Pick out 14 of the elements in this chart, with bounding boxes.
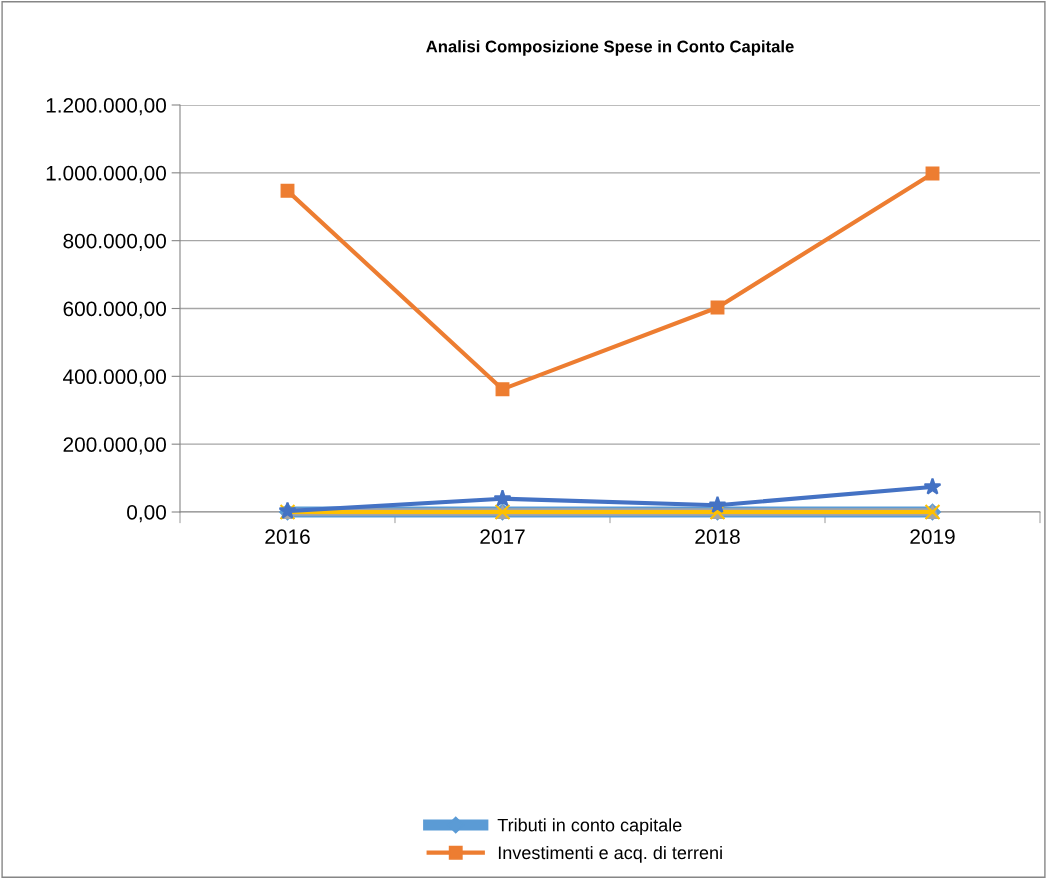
chart-title: Analisi Composizione Spese in Conto Capitale (426, 40, 794, 56)
x-tick-label: 2018 (695, 529, 740, 544)
y-tick-label: 800.000,00 (63, 233, 166, 251)
legend-label: Investimenti e acq. di terreni (498, 845, 722, 863)
y-tick-label: 1.000.000,00 (46, 165, 166, 184)
x-tick-label: 2016 (265, 529, 310, 544)
y-tick-label: 400.000,00 (63, 369, 166, 387)
y-tick-label: 1.200.000,00 (46, 98, 166, 116)
x-tick-label: 2017 (480, 529, 525, 544)
y-tick-label: 600.000,00 (63, 301, 166, 319)
legend-label: Tributi in conto capitale (497, 818, 682, 836)
y-tick-label: 200.000,00 (63, 437, 166, 455)
x-tick-label: 2019 (910, 529, 955, 544)
y-tick-label: 0,00 (127, 505, 166, 523)
